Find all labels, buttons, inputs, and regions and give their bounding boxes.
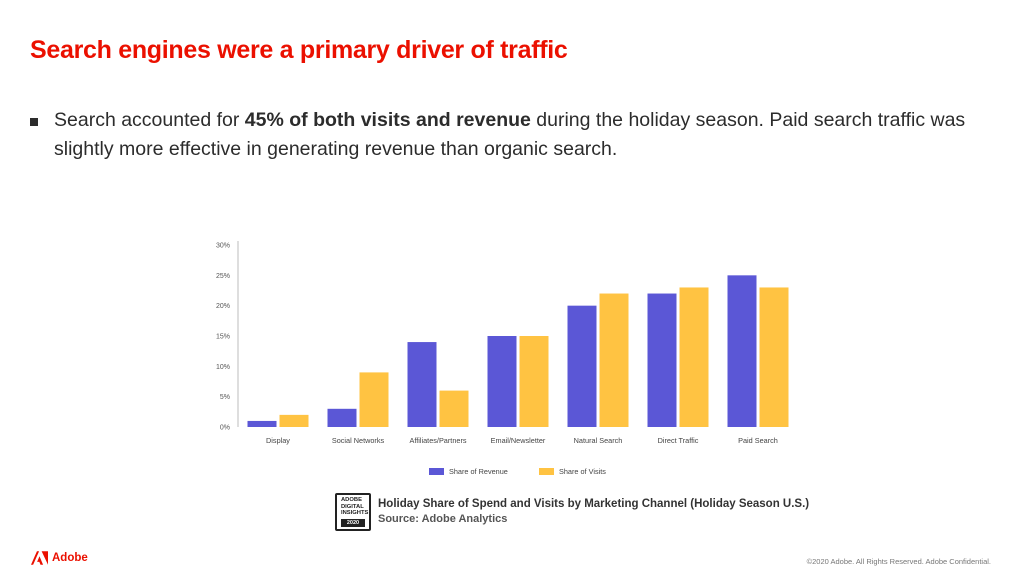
bar-visits <box>599 293 629 427</box>
bar-chart: 0% 5% 10% 15% 20% 25% 30% Display Social Network… <box>216 241 789 476</box>
bar-visits <box>279 414 309 427</box>
bullet-text: Search accounted for 45% of both visits … <box>54 106 1000 164</box>
bullet-text-bold: 45% of both visits and revenue <box>244 109 531 131</box>
adobe-logo-icon <box>31 551 48 565</box>
bar-visits <box>359 372 389 427</box>
slide-title: Search engines were a primary driver of … <box>30 36 568 64</box>
badge-line-1: ADOBE <box>341 497 362 503</box>
adobe-logo-text: Adobe <box>52 552 88 564</box>
legend-label: Share of Revenue <box>449 467 508 476</box>
x-category-label: Direct Traffic <box>658 436 699 445</box>
badge-line-3: INSIGHTS <box>341 510 369 516</box>
x-category-label: Email/Newsletter <box>491 436 546 445</box>
bar-visits <box>679 287 709 427</box>
y-tick-label: 10% <box>216 364 230 371</box>
bullet-text-pre: Search accounted for <box>54 109 245 131</box>
x-category-label: Affiliates/Partners <box>409 436 466 445</box>
bar-revenue <box>327 408 357 427</box>
chart-caption: Holiday Share of Spend and Visits by Mar… <box>378 498 810 510</box>
y-tick-label: 30% <box>216 243 230 250</box>
y-tick-label: 5% <box>220 394 230 401</box>
bar-revenue <box>727 275 757 427</box>
copyright-text: ©2020 Adobe. All Rights Reserved. Adobe … <box>806 557 991 566</box>
chart-source: Source: Adobe Analytics <box>378 513 508 525</box>
bar-revenue <box>567 305 597 427</box>
badge-line-2: DIGITAL <box>341 503 364 510</box>
bar-visits <box>519 336 549 427</box>
y-tick-label: 20% <box>216 303 230 310</box>
x-category-label: Display <box>266 436 290 445</box>
bullet-text-post: during the holiday season. Paid search t… <box>54 109 966 160</box>
legend-swatch <box>539 468 554 475</box>
badge-year: 2020 <box>341 519 365 527</box>
x-category-label: Paid Search <box>738 436 778 445</box>
legend-swatch <box>429 468 444 475</box>
adobe-logo: Adobe <box>31 551 88 565</box>
y-tick-label: 15% <box>216 334 230 341</box>
x-category-label: Social Networks <box>332 436 385 445</box>
y-tick-label: 25% <box>216 273 230 280</box>
adobe-digital-insights-badge: ADOBE DIGITAL INSIGHTS 2020 <box>335 493 371 531</box>
legend-label: Share of Visits <box>559 467 606 476</box>
bullet-square-icon <box>30 118 38 126</box>
bar-revenue <box>407 342 437 427</box>
bar-revenue <box>247 420 277 427</box>
bar-revenue <box>487 336 517 427</box>
bar-revenue <box>647 293 677 427</box>
y-tick-label: 0% <box>220 425 230 432</box>
bullet-point: Search accounted for 45% of both visits … <box>30 106 1000 164</box>
x-category-label: Natural Search <box>574 436 623 445</box>
bar-visits <box>439 390 469 427</box>
bar-visits <box>759 287 789 427</box>
